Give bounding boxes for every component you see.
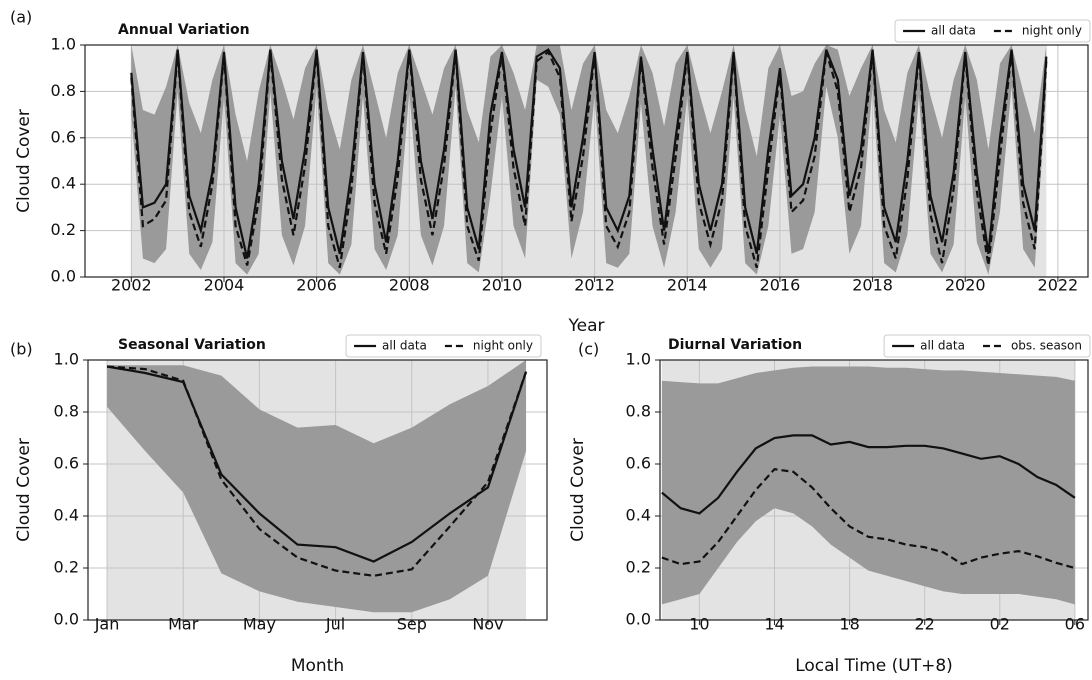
x-tick-label: 2022 (1038, 276, 1079, 295)
y-tick-label: 0.6 (54, 454, 79, 473)
spread-band (661, 366, 1075, 605)
x-axis-label: Year (568, 316, 605, 336)
y-tick-label: 0.4 (51, 174, 76, 193)
series-line (661, 434, 1076, 515)
x-tick-label: May (243, 615, 276, 634)
x-tick-label: 2014 (667, 276, 708, 295)
spread-band (107, 360, 527, 613)
x-tick-label: Nov (472, 615, 503, 634)
x-tick-label: 2016 (760, 276, 801, 295)
series-line (106, 365, 528, 577)
panel-label: (a) (10, 8, 32, 27)
y-tick-label: 1.0 (626, 350, 651, 369)
chart-title: Annual Variation (118, 22, 250, 38)
x-tick-label: 2020 (945, 276, 986, 295)
x-tick-label: 2012 (574, 276, 615, 295)
y-tick-label: 0.8 (51, 81, 76, 100)
y-tick-label: 0.8 (626, 402, 651, 421)
axes-frame (87, 359, 548, 621)
y-tick-label: 0.4 (626, 506, 651, 525)
legend: all data obs. season (883, 334, 1091, 358)
y-tick-label: 0.0 (51, 267, 76, 286)
y-tick-label: 1.0 (54, 350, 79, 369)
y-tick-label: 0.8 (54, 402, 79, 421)
x-tick-label: 18 (839, 615, 859, 634)
panel-label: (b) (10, 340, 33, 359)
legend: all data night only (894, 19, 1091, 43)
legend-label: night only (473, 339, 533, 353)
x-tick-label: Jan (94, 615, 120, 634)
series-line (661, 468, 1076, 570)
x-tick-label: Jul (325, 615, 345, 634)
chart-title: Diurnal Variation (668, 337, 802, 353)
series-line (106, 365, 528, 563)
x-tick-label: 02 (990, 615, 1010, 634)
legend-label: all data (382, 339, 427, 353)
x-tick-label: 22 (915, 615, 935, 634)
legend-label: obs. season (1011, 339, 1082, 353)
legend: all data night only (345, 334, 542, 358)
spread-band (131, 45, 1047, 275)
y-axis-label: Cloud Cover (14, 109, 34, 213)
legend-label: night only (1022, 24, 1082, 38)
x-tick-label: 2004 (204, 276, 245, 295)
x-tick-label: 2008 (389, 276, 430, 295)
x-tick-label: 10 (689, 615, 709, 634)
x-tick-label: 2002 (111, 276, 152, 295)
axes-frame (659, 359, 1089, 621)
y-axis-label: Cloud Cover (14, 438, 34, 542)
panel-label: (c) (578, 340, 599, 359)
x-tick-label: 2018 (852, 276, 893, 295)
x-tick-label: 2010 (482, 276, 523, 295)
x-tick-label: 06 (1065, 615, 1085, 634)
y-tick-label: 0.2 (54, 558, 79, 577)
y-tick-label: 0.0 (626, 610, 651, 629)
axes-frame (84, 44, 1089, 278)
y-tick-label: 0.0 (54, 610, 79, 629)
legend-label: all data (920, 339, 965, 353)
x-axis-label: Local Time (UT+8) (795, 656, 953, 676)
legend-label: all data (931, 24, 976, 38)
legend-box (345, 334, 542, 358)
y-tick-label: 0.2 (51, 220, 76, 239)
x-tick-label: Sep (397, 615, 427, 634)
y-tick-label: 0.6 (626, 454, 651, 473)
y-axis-label: Cloud Cover (568, 438, 588, 542)
x-tick-label: Mar (168, 615, 199, 634)
chart-title: Seasonal Variation (118, 337, 266, 353)
y-tick-label: 0.4 (54, 506, 79, 525)
legend-box (894, 19, 1091, 43)
y-tick-label: 1.0 (51, 35, 76, 54)
series-line (130, 48, 1048, 259)
series-line (130, 50, 1048, 269)
y-tick-label: 0.2 (626, 558, 651, 577)
x-tick-label: 14 (764, 615, 784, 634)
x-axis-label: Month (291, 656, 344, 676)
y-tick-label: 0.6 (51, 127, 76, 146)
x-tick-label: 2006 (296, 276, 337, 295)
